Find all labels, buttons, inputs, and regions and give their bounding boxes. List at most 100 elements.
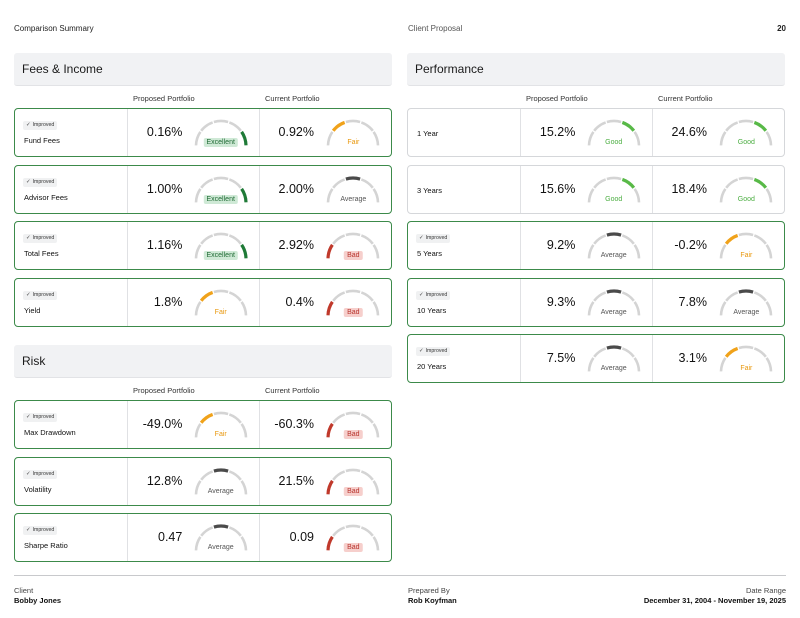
improved-badge-label: Improved: [32, 178, 55, 185]
improved-badge-label: Improved: [32, 527, 55, 533]
gauge-fair-icon: [194, 411, 247, 438]
current-value-cell: 0.92% Fair: [259, 109, 391, 156]
metric-label-cell: ✓ Improved Fund Fees: [15, 109, 128, 156]
improved-badge: ✓ Improved: [23, 526, 58, 535]
check-icon: ✓: [26, 414, 31, 420]
metric-name: Volatility: [24, 484, 52, 494]
metric-row: ✓ Improved 20 Years 7.5% Average 3.1% Fair: [407, 334, 785, 383]
metric-row: 3 Years 15.6% Good 18.4% Good: [407, 164, 785, 214]
metric-row: ✓ Improved Total Fees 1.16% Excellent 2.92% Ba…: [14, 221, 392, 270]
column-headers: Proposed Portfolio Current Portfolio: [14, 86, 392, 108]
current-value-cell: 18.4% Good: [652, 165, 784, 213]
gauge-bad-icon: [326, 468, 380, 494]
current-value-cell: -60.3% Bad: [259, 401, 391, 448]
check-icon: ✓: [419, 235, 424, 241]
gauge-good-icon: [587, 119, 640, 146]
rating-label: Average: [733, 308, 760, 316]
gauge-good-icon: [587, 176, 640, 202]
proposed-value: 7.5%: [546, 351, 576, 365]
proposed-value: 9.2%: [546, 238, 576, 252]
metric-label-cell: ✓ Improved 10 Years: [408, 278, 521, 326]
rating-label: Good: [605, 139, 623, 146]
improved-badge-label: Improved: [425, 348, 448, 354]
current-value: -60.3%: [274, 417, 314, 431]
proposed-value-cell: 0.47 Average: [128, 514, 260, 561]
metric-name: Max Drawdown: [24, 428, 76, 437]
gauge-average-icon: [194, 467, 247, 494]
current-value-cell: -0.2% Fair: [652, 222, 784, 269]
current-value-cell: 21.5% Bad: [259, 457, 391, 505]
footer-divider: [14, 575, 786, 576]
proposed-value-cell: 15.6% Good: [521, 166, 653, 213]
gauge-bad-icon: [326, 411, 380, 438]
gauge-fair-icon: [720, 232, 773, 259]
metric-row: ✓ Improved Max Drawdown -49.0% Fair -60.3% Bad: [14, 400, 392, 449]
metric-row: 1 Year 15.2% Good 24.6% Good: [407, 108, 785, 157]
fees-section: Fees & Income Proposed Portfolio Current…: [14, 53, 392, 334]
improved-badge-label: Improved: [32, 235, 55, 241]
rating-label: Fair: [347, 139, 360, 146]
improved-badge-label: Improved: [32, 470, 55, 477]
check-icon: ✓: [26, 470, 31, 477]
rating-label: Average: [207, 544, 234, 551]
check-icon: ✓: [26, 527, 31, 533]
current-value-cell: 0.09 Bad: [259, 514, 391, 561]
rating-label: Bad: [344, 430, 363, 439]
section-title: Risk: [14, 345, 392, 378]
proposed-column-header: Proposed Portfolio: [526, 94, 588, 103]
metric-row: ✓ Improved Sharpe Ratio 0.47 Average 0.09 Bad: [14, 513, 392, 562]
rating-label: Average: [340, 195, 367, 203]
column-headers: Proposed Portfolio Current Portfolio: [407, 86, 785, 108]
metric-label-cell: ✓ Improved Max Drawdown: [15, 401, 128, 448]
metric-row: ✓ Improved 5 Years 9.2% Average -0.2% Fair: [407, 221, 785, 270]
metric-name: 20 Years: [417, 362, 447, 371]
rating-label: Bad: [344, 543, 363, 552]
gauge-fair-icon: [194, 289, 247, 315]
rating-label: Bad: [344, 486, 363, 496]
gauge-good-icon: [720, 176, 773, 202]
check-icon: ✓: [26, 178, 31, 185]
metric-row: ✓ Improved Fund Fees 0.16% Excellent 0.92% Fai…: [14, 108, 392, 157]
column-headers: Proposed Portfolio Current Portfolio: [14, 378, 392, 400]
metric-name: Yield: [24, 305, 41, 315]
current-value: 0.09: [289, 530, 314, 544]
improved-badge: ✓ Improved: [23, 234, 58, 243]
metric-label-cell: ✓ Improved 5 Years: [408, 222, 521, 269]
proposed-value-cell: 9.2% Average: [521, 222, 653, 269]
rating-label: Fair: [214, 431, 227, 438]
gauge-excellent-icon: [194, 176, 248, 202]
metric-name: Advisor Fees: [24, 192, 68, 202]
rating-label: Excellent: [203, 194, 238, 204]
metric-row: ✓ Improved Volatility 12.8% Average 21.5% Bad: [14, 456, 392, 506]
performance-section: Performance Proposed Portfolio Current P…: [407, 53, 785, 391]
improved-badge: ✓ Improved: [23, 177, 58, 187]
proposed-column-header: Proposed Portfolio: [133, 94, 195, 103]
gauge-average-icon: [587, 232, 640, 259]
gauge-excellent-icon: [194, 232, 248, 259]
proposed-value-cell: 1.8% Fair: [128, 279, 260, 326]
proposed-value-cell: 0.16% Excellent: [128, 109, 260, 156]
rating-label: Average: [600, 365, 627, 372]
gauge-average-icon: [720, 288, 773, 315]
improved-badge-label: Improved: [425, 291, 448, 298]
metric-label-cell: 3 Years: [408, 165, 521, 213]
risk-section: Risk Proposed Portfolio Current Portfoli…: [14, 345, 392, 570]
metric-name: 3 Years: [417, 185, 443, 195]
gauge-bad-icon: [326, 289, 380, 315]
current-value-cell: 2.92% Bad: [259, 222, 391, 269]
metric-label-cell: ✓ Improved Total Fees: [15, 222, 128, 269]
gauge-average-icon: [587, 288, 640, 315]
check-icon: ✓: [26, 122, 31, 128]
improved-badge-label: Improved: [32, 414, 55, 420]
metric-label-cell: ✓ Improved 20 Years: [408, 335, 521, 382]
improved-badge: ✓ Improved: [23, 413, 58, 422]
current-value-cell: 24.6% Good: [652, 109, 784, 156]
current-value-cell: 3.1% Fair: [652, 335, 784, 382]
metric-name: 5 Years: [417, 249, 443, 258]
improved-badge: ✓ Improved: [416, 290, 451, 300]
rating-label: Good: [737, 195, 755, 203]
rating-label: Fair: [214, 308, 227, 316]
section-title: Performance: [407, 53, 785, 86]
proposed-value: 15.6%: [539, 181, 576, 196]
current-value-cell: 7.8% Average: [652, 278, 784, 326]
